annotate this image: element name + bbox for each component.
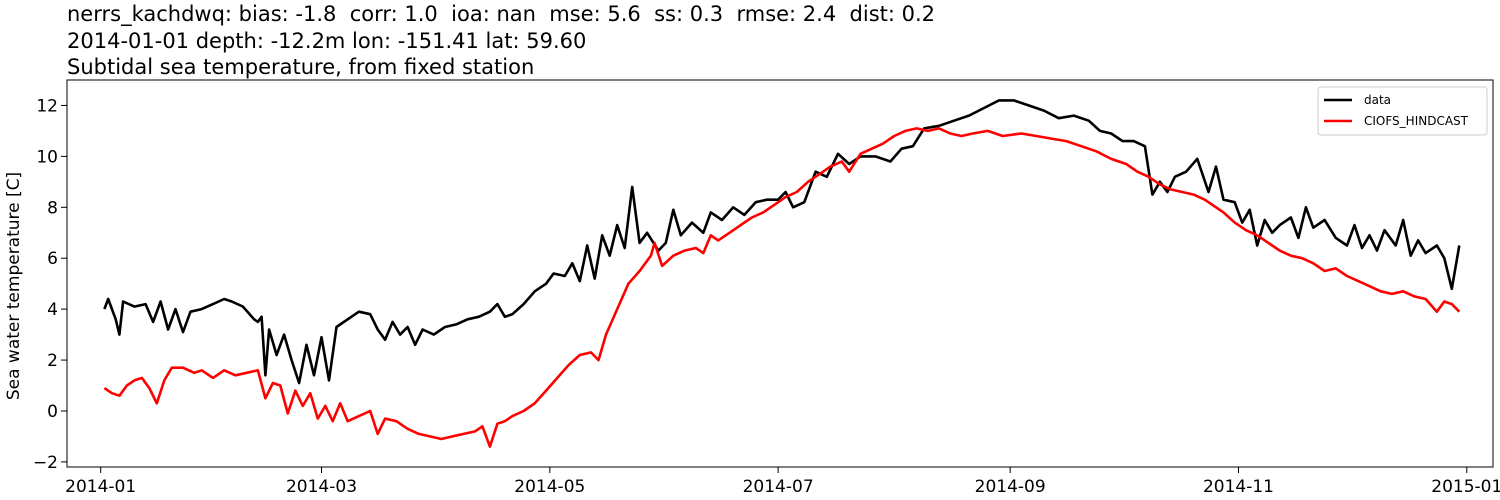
y-tick-label: 4 (47, 300, 58, 320)
legend: data CIOFS_HINDCAST (1317, 86, 1488, 136)
chart-title: nerrs_kachdwq: bias: -1.8 corr: 1.0 ioa:… (67, 1, 935, 81)
series-line-data (103, 99, 1461, 385)
title-line-location: 2014-01-01 depth: -12.2m lon: -151.41 la… (67, 28, 587, 53)
x-tick-label: 2014-11 (1203, 477, 1274, 497)
title-line-stats: nerrs_kachdwq: bias: -1.8 corr: 1.0 ioa:… (67, 2, 936, 26)
y-axis-label-group: Sea water temperature [C] (4, 172, 24, 400)
legend-label: data (1364, 93, 1391, 107)
title-line-description: Subtidal sea temperature, from fixed sta… (67, 55, 535, 79)
x-tick-label: 2014-07 (743, 477, 814, 497)
x-tick-label: 2014-03 (286, 477, 357, 497)
x-tick-label: 2014-09 (975, 477, 1046, 497)
y-tick-label: 12 (36, 96, 58, 116)
y-tick-label: 8 (47, 198, 58, 218)
y-tick-label: 0 (47, 402, 58, 422)
plot-lines (103, 99, 1461, 448)
y-tick-label: 10 (36, 147, 58, 167)
legend-box (1317, 86, 1488, 136)
x-tick-label: 2014-01 (65, 477, 136, 497)
y-tick-label: 6 (47, 249, 58, 269)
x-tick-label: 2014-05 (514, 477, 585, 497)
y-tick-label: 2 (47, 351, 58, 371)
y-axis-label: Sea water temperature [C] (4, 172, 24, 400)
axes: 2014-01 2014-03 2014-05 2014-07 2014-09 2014-… (33, 79, 1500, 497)
y-tick-label: −2 (33, 453, 58, 473)
plot-frame (66, 79, 1494, 468)
x-tick-label: 2015-01 (1431, 477, 1500, 497)
legend-label: CIOFS_HINDCAST (1364, 114, 1469, 128)
series-line-ciofs-hindcast (103, 127, 1461, 448)
